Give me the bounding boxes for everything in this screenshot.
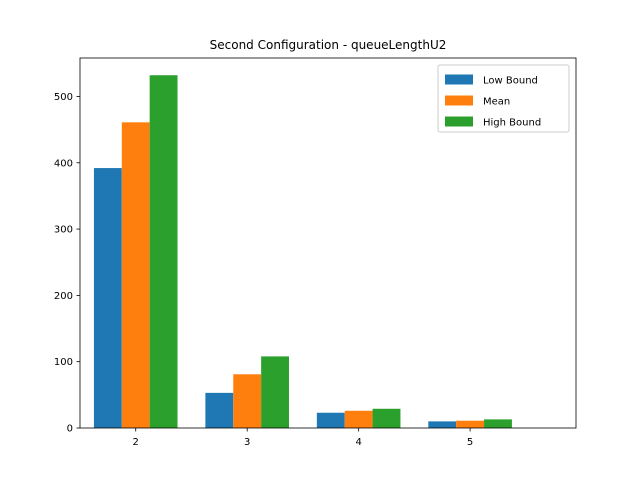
bars-group bbox=[93, 75, 512, 428]
y-tick-label: 100 bbox=[54, 357, 73, 368]
bar-mean-5 bbox=[456, 420, 485, 428]
bar-high-bound-3 bbox=[261, 356, 289, 428]
legend-label: Mean bbox=[483, 97, 510, 108]
bar-high-bound-2 bbox=[149, 75, 178, 428]
legend: Low Bound Mean High Bound bbox=[437, 64, 570, 133]
x-axis: 2 3 4 5 bbox=[133, 428, 473, 448]
bar-mean-2 bbox=[121, 122, 150, 428]
x-tick-label: 2 bbox=[133, 437, 139, 448]
bar-high-bound-4 bbox=[372, 408, 401, 428]
legend-swatch-low-bound bbox=[445, 74, 473, 85]
legend-label: Low Bound bbox=[483, 76, 538, 87]
y-tick-label: 200 bbox=[54, 291, 73, 302]
x-tick-label: 3 bbox=[244, 437, 250, 448]
x-tick-label: 4 bbox=[355, 437, 361, 448]
y-tick-label: 500 bbox=[54, 92, 73, 103]
plot-frame bbox=[79, 57, 577, 429]
bar-mean-3 bbox=[233, 374, 262, 428]
y-tick-label: 300 bbox=[54, 225, 73, 236]
bar-low-bound-5 bbox=[428, 421, 457, 428]
bar-low-bound-3 bbox=[205, 392, 234, 428]
chart-title: Second Configuration - queueLengthU2 bbox=[210, 38, 447, 52]
y-tick-label: 400 bbox=[54, 158, 73, 169]
bar-low-bound-4 bbox=[316, 412, 345, 428]
y-axis: 0 100 200 300 400 500 bbox=[54, 92, 80, 435]
y-tick-label: 0 bbox=[67, 424, 73, 435]
x-tick-label: 5 bbox=[467, 437, 473, 448]
bar-high-bound-5 bbox=[484, 419, 512, 428]
bar-low-bound-2 bbox=[93, 168, 122, 428]
legend-label: High Bound bbox=[483, 118, 541, 129]
legend-swatch-high-bound bbox=[445, 116, 473, 127]
bar-mean-4 bbox=[344, 410, 373, 428]
legend-swatch-mean bbox=[445, 95, 473, 106]
